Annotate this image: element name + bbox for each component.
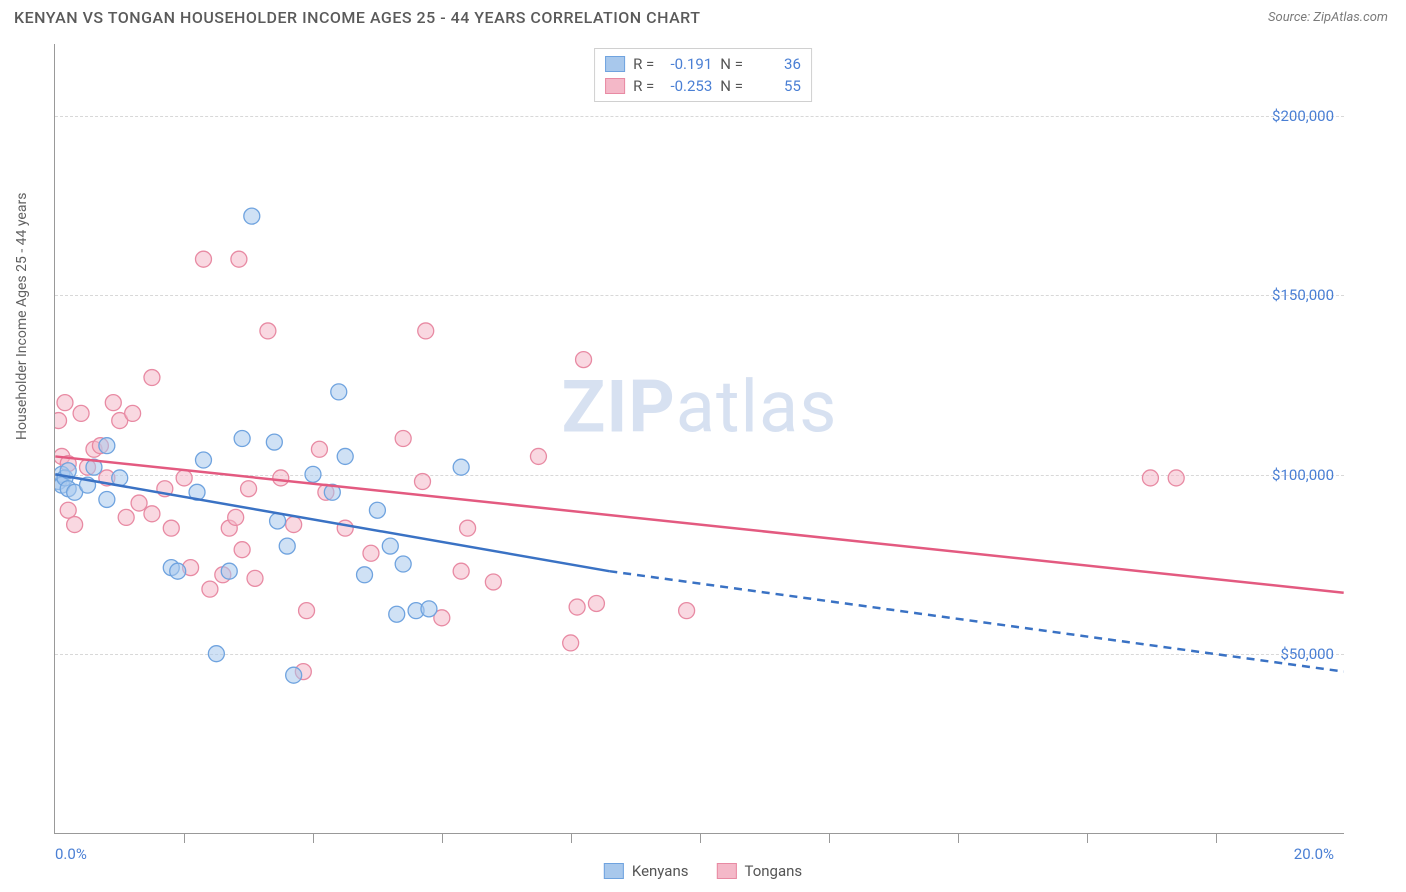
x-axis-max-label: 20.0% [1294, 845, 1334, 863]
legend-item-kenyans: Kenyans [604, 862, 689, 880]
correlation-stats-box: R = -0.191 N = 36 R = -0.253 N = 55 [594, 48, 812, 102]
y-axis-label: Householder Income Ages 25 - 44 years [14, 193, 30, 440]
source-label: Source: ZipAtlas.com [1268, 10, 1388, 25]
legend-item-tongans: Tongans [716, 862, 802, 880]
swatch-kenyans [605, 56, 625, 72]
scatter-svg [55, 44, 1344, 833]
legend-swatch-tongans [716, 863, 736, 879]
chart-title: KENYAN VS TONGAN HOUSEHOLDER INCOME AGES… [14, 8, 700, 27]
stats-row-kenyans: R = -0.191 N = 36 [605, 53, 801, 75]
legend-swatch-kenyans [604, 863, 624, 879]
legend: Kenyans Tongans [604, 862, 802, 880]
x-axis-min-label: 0.0% [55, 845, 87, 863]
swatch-tongans [605, 78, 625, 94]
chart-plot-area: ZIPatlas 0.0% 20.0% $50,000$100,000$150,… [54, 44, 1344, 834]
stats-row-tongans: R = -0.253 N = 55 [605, 75, 801, 97]
